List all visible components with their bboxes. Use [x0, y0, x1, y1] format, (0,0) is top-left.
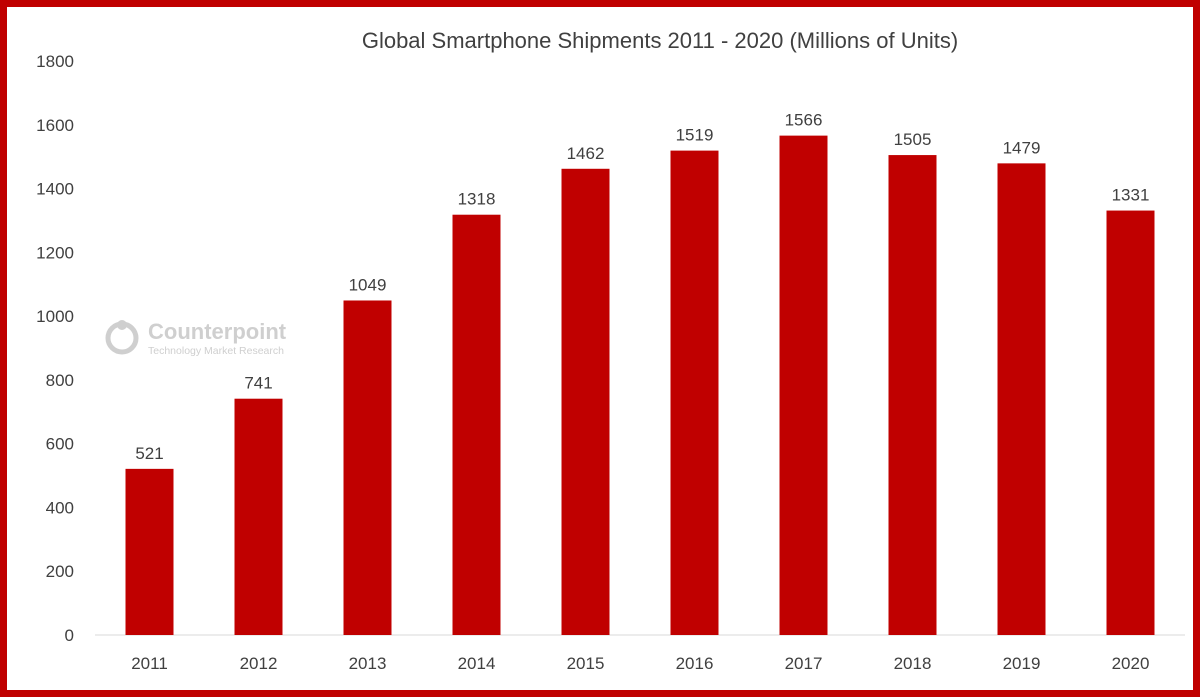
bar-value-label: 1049 [349, 275, 387, 294]
bar [234, 398, 283, 635]
bar [561, 168, 610, 636]
data-labels: 521 741 1049 1318 1462 1519 1566 1505 1479 1331 [135, 111, 1149, 463]
y-tick-label: 1200 [36, 243, 74, 262]
x-tick-label: 2016 [676, 654, 714, 673]
bar-value-label: 741 [244, 374, 272, 393]
bar-value-label: 1566 [785, 111, 823, 130]
y-axis: 0 200 400 600 800 1000 1200 1400 1600 1800 [36, 52, 74, 645]
bar-value-label: 1505 [894, 130, 932, 149]
x-tick-label: 2017 [785, 654, 823, 673]
bar-value-label: 1331 [1112, 186, 1150, 205]
x-tick-label: 2018 [894, 654, 932, 673]
y-tick-label: 0 [65, 626, 74, 645]
bar [1106, 210, 1155, 635]
x-tick-label: 2012 [240, 654, 278, 673]
chart-title: Global Smartphone Shipments 2011 - 2020 … [362, 28, 958, 53]
x-tick-label: 2019 [1003, 654, 1041, 673]
bar [343, 300, 392, 635]
bar [779, 135, 828, 635]
counterpoint-watermark: Counterpoint Technology Market Research [105, 319, 287, 357]
y-tick-label: 1800 [36, 52, 74, 71]
x-tick-label: 2015 [567, 654, 605, 673]
bar [670, 150, 719, 635]
bar-value-label: 1479 [1003, 138, 1041, 157]
y-tick-label: 800 [46, 371, 74, 390]
x-tick-label: 2014 [458, 654, 496, 673]
bars [125, 135, 1155, 636]
bar [125, 468, 174, 635]
watermark-name: Counterpoint [148, 319, 287, 344]
y-tick-label: 1600 [36, 116, 74, 135]
bar-value-label: 1519 [676, 126, 714, 145]
bar-value-label: 1318 [458, 190, 496, 209]
y-tick-label: 200 [46, 562, 74, 581]
bar [888, 155, 937, 636]
y-tick-label: 600 [46, 435, 74, 454]
x-tick-label: 2013 [349, 654, 387, 673]
x-tick-label: 2011 [131, 654, 168, 673]
bar [452, 214, 501, 635]
bar [997, 163, 1046, 635]
y-tick-label: 1000 [36, 307, 74, 326]
x-axis: 2011 2012 2013 2014 2015 2016 2017 2018 2019 2020 [131, 654, 1149, 673]
watermark-subtitle: Technology Market Research [148, 345, 284, 357]
bar-value-label: 1462 [567, 144, 605, 163]
y-tick-label: 1400 [36, 180, 74, 199]
bar-value-label: 521 [135, 444, 163, 463]
counterpoint-logo-icon [105, 320, 139, 355]
y-tick-label: 400 [46, 498, 74, 517]
x-tick-label: 2020 [1112, 654, 1150, 673]
